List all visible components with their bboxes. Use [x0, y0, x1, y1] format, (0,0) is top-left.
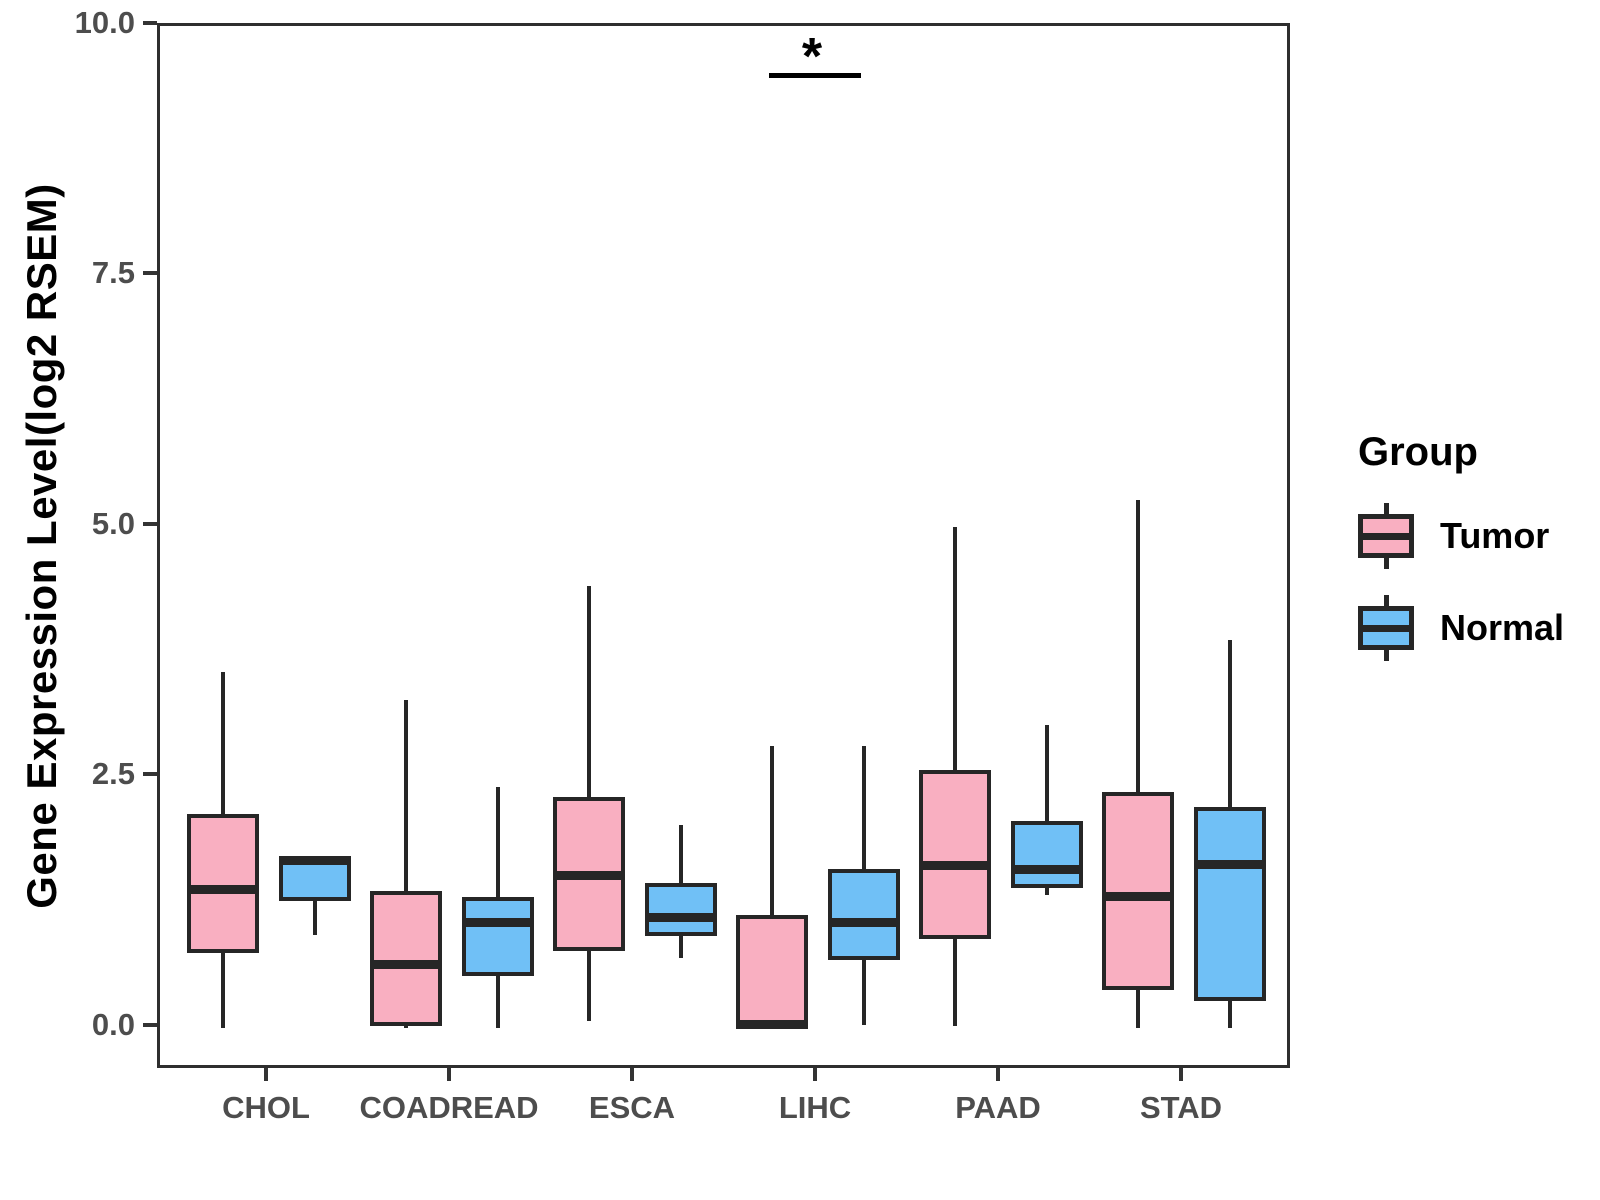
median-tumor-stad — [1102, 892, 1174, 902]
significance-asterisk: * — [801, 28, 823, 87]
legend-entry-normal: Normal — [1358, 595, 1590, 661]
y-axis-title: Gene Expression Level(log2 RSEM) — [18, 183, 65, 909]
median-tumor-paad — [919, 861, 991, 871]
y-tick-label: 2.5 — [91, 756, 135, 792]
median-tumor-esca — [553, 871, 625, 881]
y-tick-mark — [143, 21, 157, 25]
significance-bar — [769, 73, 861, 79]
x-tick-label-chol: CHOL — [222, 1090, 310, 1125]
median-normal-coadread — [462, 918, 534, 928]
y-tick-label: 10.0 — [74, 5, 135, 40]
whisker-normal-paad — [1045, 725, 1049, 895]
box-normal-paad — [1011, 820, 1083, 888]
legend-median-line — [1363, 624, 1409, 632]
median-normal-paad — [1011, 865, 1083, 875]
plot-panel — [157, 23, 1290, 1068]
y-tick-mark — [143, 521, 157, 526]
median-tumor-lihc — [736, 1020, 808, 1030]
legend: Group Tumor Normal — [1330, 430, 1590, 687]
x-tick-mark — [447, 1068, 451, 1081]
normal-boxplot-icon — [1358, 595, 1414, 661]
box-tumor-stad — [1102, 792, 1174, 990]
median-normal-stad — [1194, 860, 1266, 870]
x-tick-label-coadread: COADREAD — [359, 1090, 539, 1125]
box-tumor-lihc — [736, 914, 808, 1028]
x-tick-label-lihc: LIHC — [778, 1090, 852, 1125]
legend-label-tumor: Tumor — [1440, 515, 1550, 556]
x-tick-label-esca: ESCA — [588, 1090, 676, 1125]
tumor-boxplot-icon — [1358, 503, 1414, 569]
x-tick-mark — [630, 1068, 634, 1081]
y-tick-mark — [143, 271, 157, 276]
median-normal-esca — [645, 913, 717, 923]
median-normal-chol — [279, 856, 351, 866]
x-tick-mark — [996, 1068, 1000, 1081]
box-tumor-chol — [187, 813, 259, 953]
y-tick-label: 0.0 — [91, 1006, 135, 1042]
x-tick-mark — [1179, 1068, 1183, 1081]
box-tumor-coadread — [370, 890, 442, 1026]
x-tick-label-paad: PAAD — [955, 1090, 1041, 1125]
median-normal-lihc — [828, 918, 900, 928]
legend-entry-tumor: Tumor — [1358, 503, 1590, 569]
x-tick-mark — [264, 1068, 268, 1081]
y-tick-mark — [143, 772, 157, 777]
box-normal-stad — [1194, 807, 1266, 1001]
legend-title: Group — [1358, 430, 1478, 474]
x-tick-label-stad: STAD — [1139, 1090, 1223, 1125]
box-tumor-paad — [919, 770, 991, 939]
whisker-tumor-coadread — [404, 700, 408, 1028]
box-normal-coadread — [462, 896, 534, 976]
legend-median-line — [1363, 532, 1409, 540]
median-tumor-chol — [187, 885, 259, 895]
whisker-tumor-lihc — [770, 746, 774, 1028]
y-tick-mark — [143, 1022, 157, 1027]
y-tick-label: 5.0 — [91, 505, 135, 541]
legend-box-tumor — [1358, 514, 1414, 558]
box-normal-lihc — [828, 868, 900, 960]
x-tick-mark — [813, 1068, 817, 1081]
legend-label-normal: Normal — [1440, 607, 1565, 648]
box-normal-esca — [645, 882, 717, 936]
median-tumor-coadread — [370, 960, 442, 970]
y-tick-label: 7.5 — [91, 255, 135, 291]
legend-box-normal — [1358, 606, 1414, 650]
whisker-tumor-stad — [1136, 499, 1140, 1028]
